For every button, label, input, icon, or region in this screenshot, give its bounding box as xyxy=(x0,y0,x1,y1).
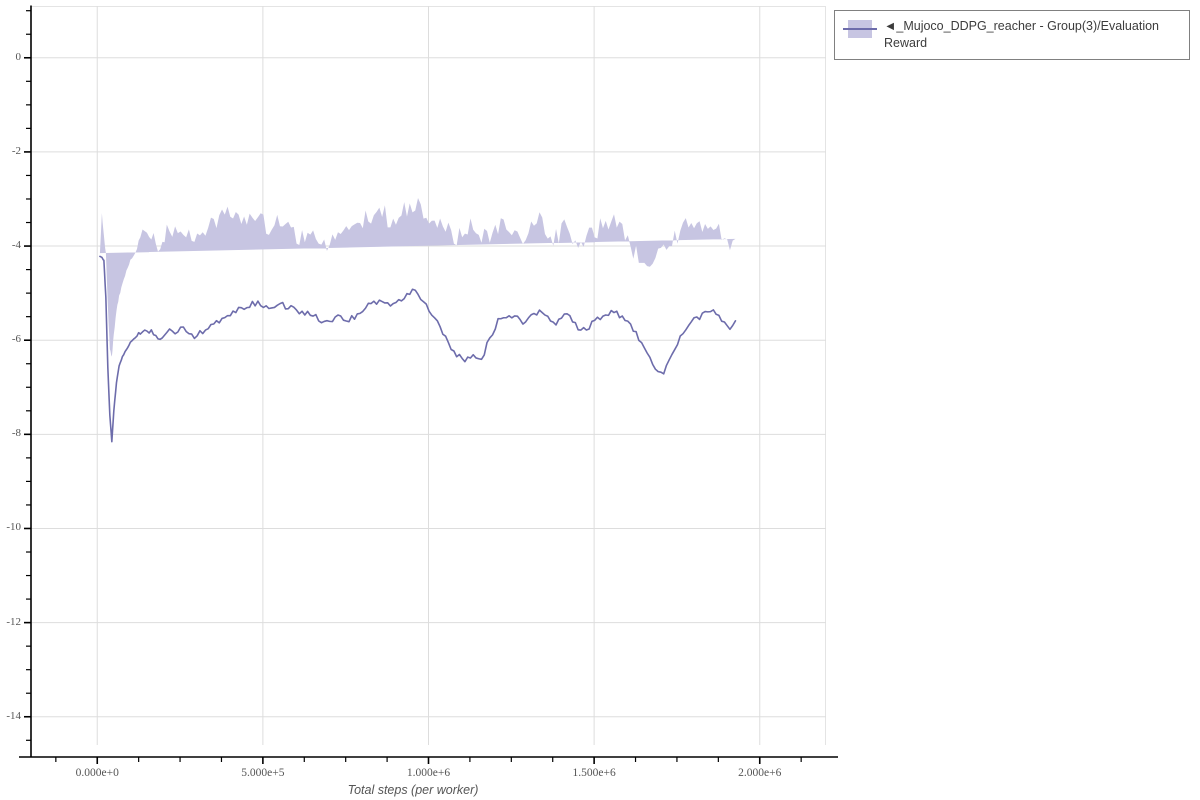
x-axis-title: Total steps (per worker) xyxy=(347,783,479,797)
y-axis-tick-label: -8 xyxy=(11,427,21,440)
y-axis-tick-label: -2 xyxy=(11,144,21,157)
gridlines xyxy=(31,6,826,745)
y-axis-tick-label: -12 xyxy=(6,615,21,628)
y-axis-tick-label: 0 xyxy=(15,50,22,63)
legend-swatch-icon xyxy=(843,20,877,38)
x-axis-tick-label: 2.000e+6 xyxy=(738,767,782,779)
legend-entry[interactable]: ◄_Mujoco_DDPG_reacher - Group(3)/Evaluat… xyxy=(843,18,1183,52)
x-axis-tick-label: 1.500e+6 xyxy=(572,767,616,779)
legend-line-swatch xyxy=(843,28,877,30)
plot-right-border xyxy=(825,6,826,745)
y-axis-tick-label: -4 xyxy=(11,239,21,252)
confidence-band xyxy=(99,197,736,357)
y-axis-tick-label: -14 xyxy=(6,709,21,722)
mean-line xyxy=(99,255,737,443)
chart-legend[interactable]: ◄_Mujoco_DDPG_reacher - Group(3)/Evaluat… xyxy=(834,10,1190,60)
y-axis-tick-label: -10 xyxy=(6,521,21,534)
axis-ticks xyxy=(24,10,802,764)
y-axis-tick-label: -6 xyxy=(11,333,21,346)
x-axis-tick-label: 5.000e+5 xyxy=(241,767,285,779)
legend-entry-label: ◄_Mujoco_DDPG_reacher - Group(3)/Evaluat… xyxy=(884,19,1159,50)
x-axis-tick-label: 1.000e+6 xyxy=(406,767,451,779)
x-axis-tick-label: 0.000e+0 xyxy=(75,767,119,779)
